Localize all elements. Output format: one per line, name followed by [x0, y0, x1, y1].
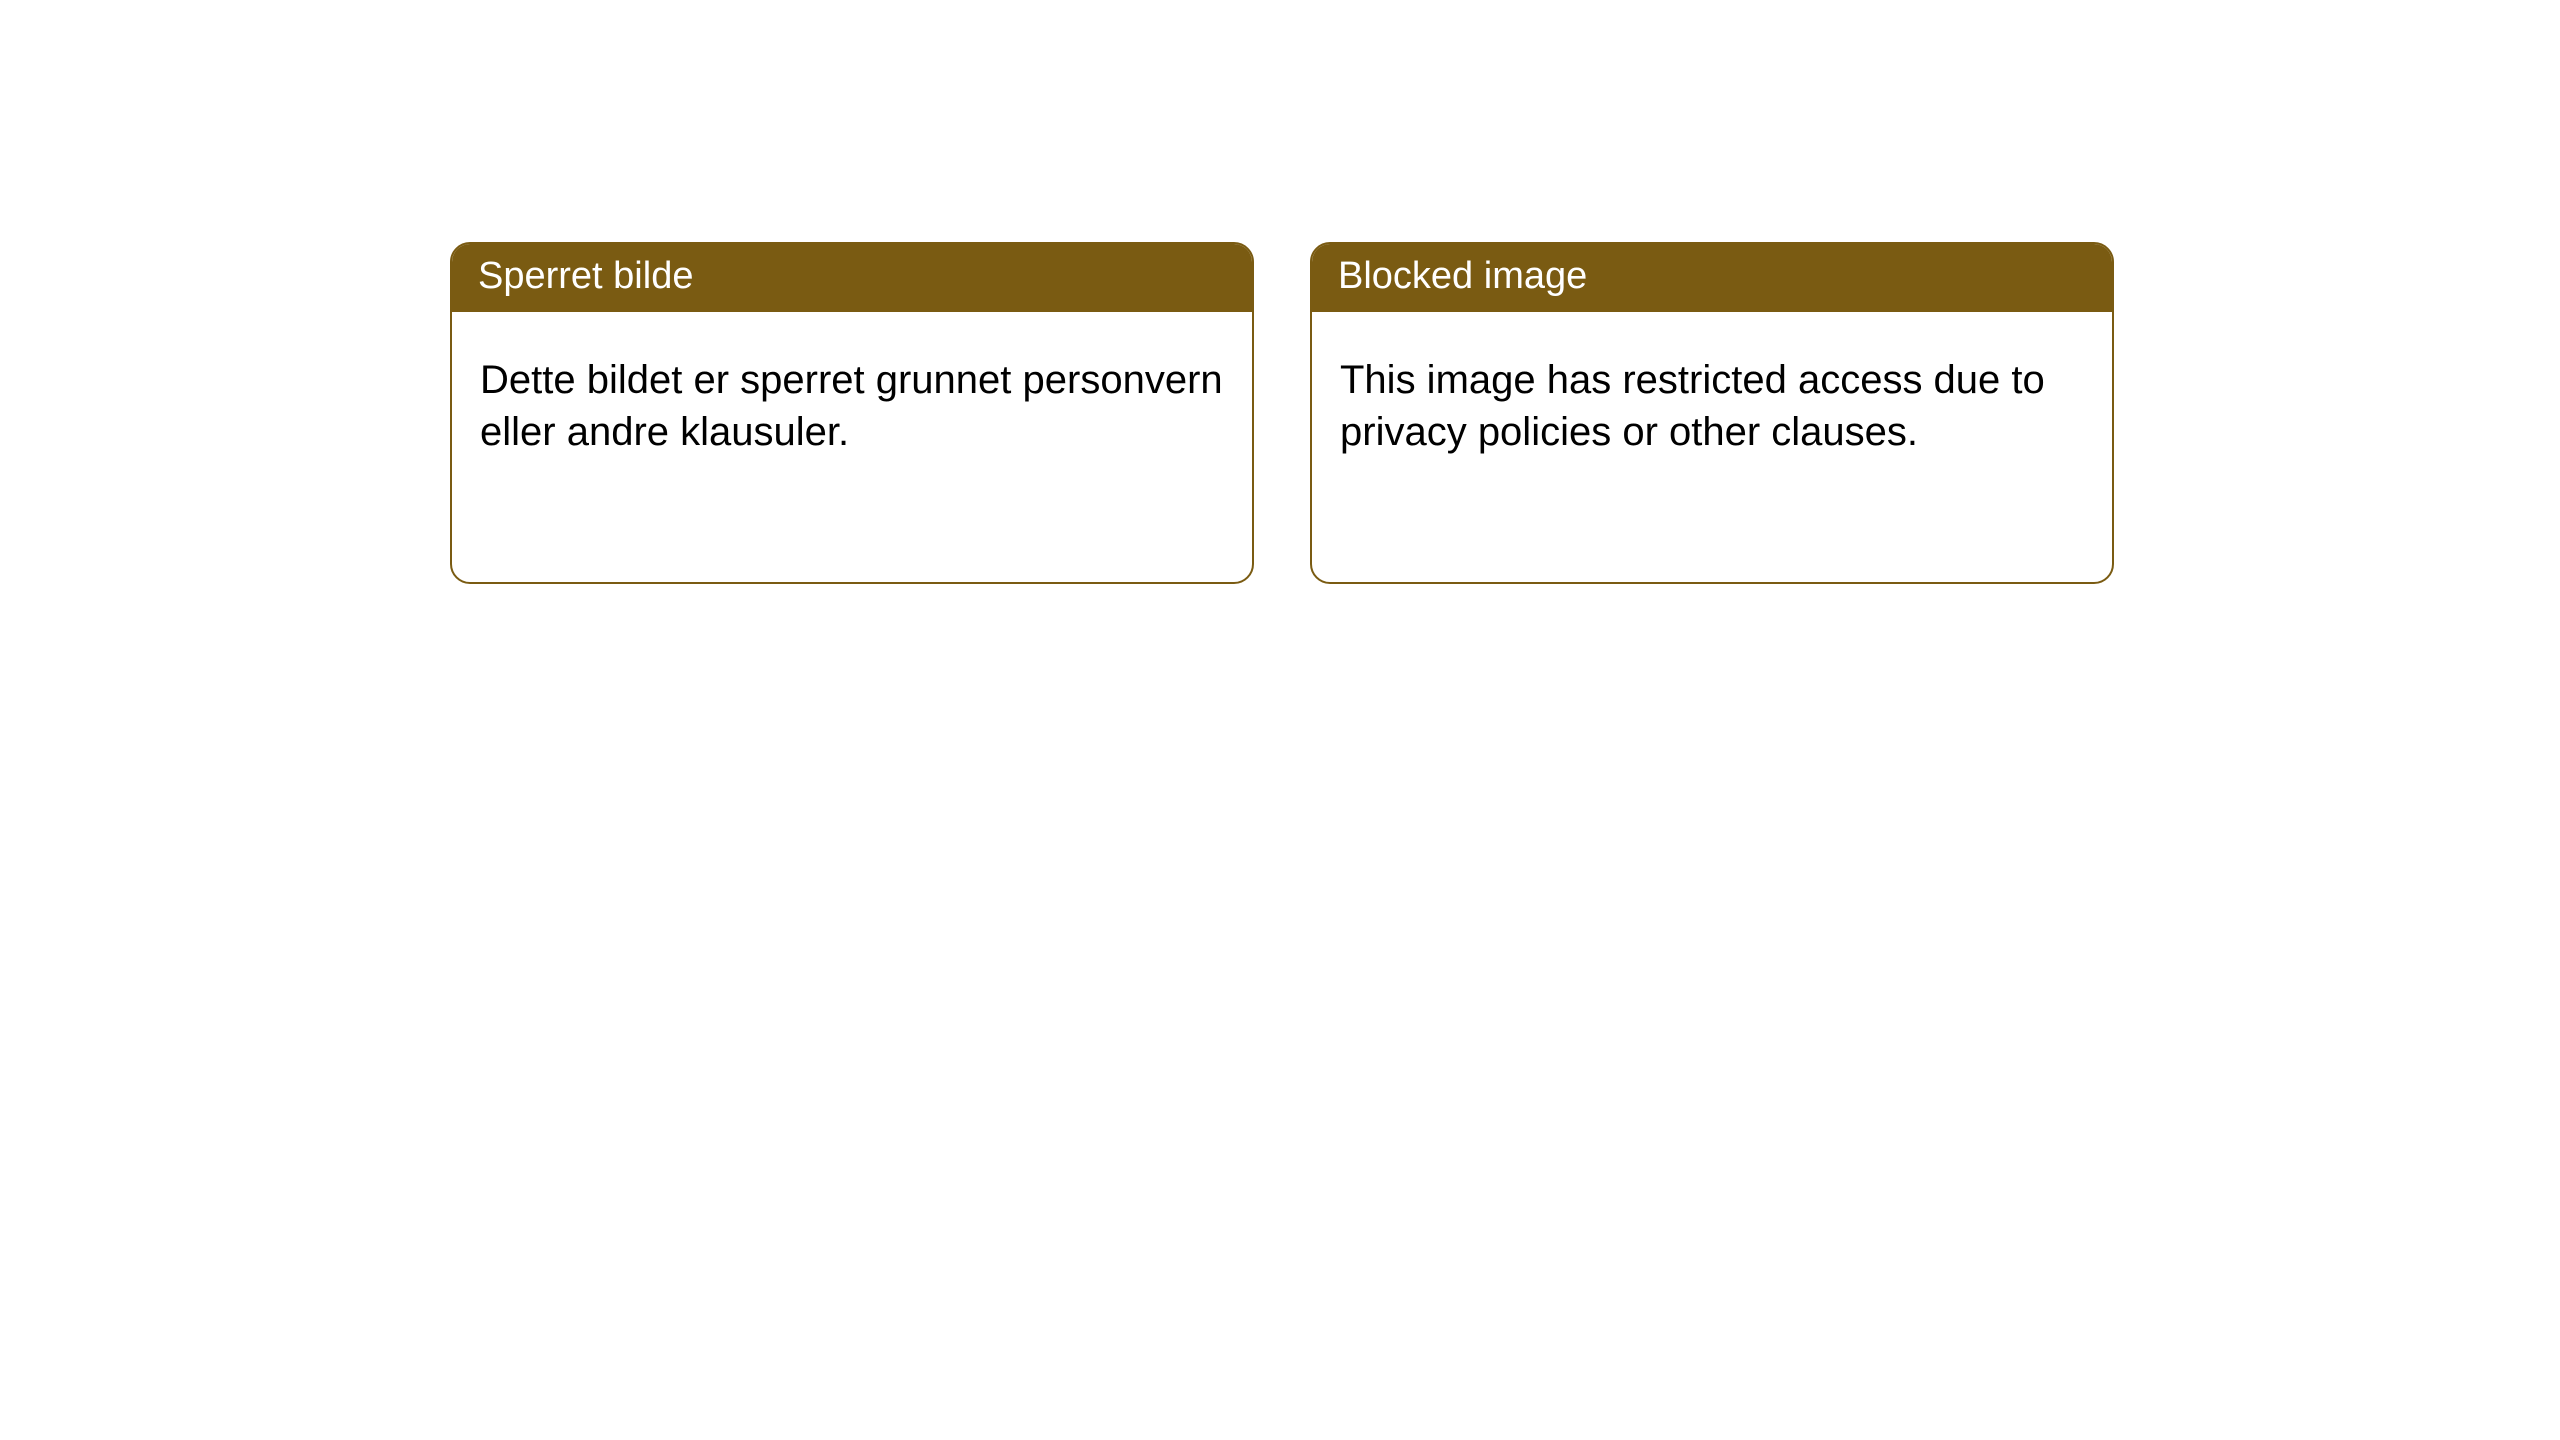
notice-card-english: Blocked image This image has restricted … [1310, 242, 2114, 584]
notice-card-norwegian: Sperret bilde Dette bildet er sperret gr… [450, 242, 1254, 584]
notice-card-body: This image has restricted access due to … [1312, 312, 2112, 582]
notice-card-body: Dette bildet er sperret grunnet personve… [452, 312, 1252, 582]
notice-card-title: Blocked image [1312, 244, 2112, 312]
notice-card-title: Sperret bilde [452, 244, 1252, 312]
notice-container: Sperret bilde Dette bildet er sperret gr… [0, 0, 2560, 584]
